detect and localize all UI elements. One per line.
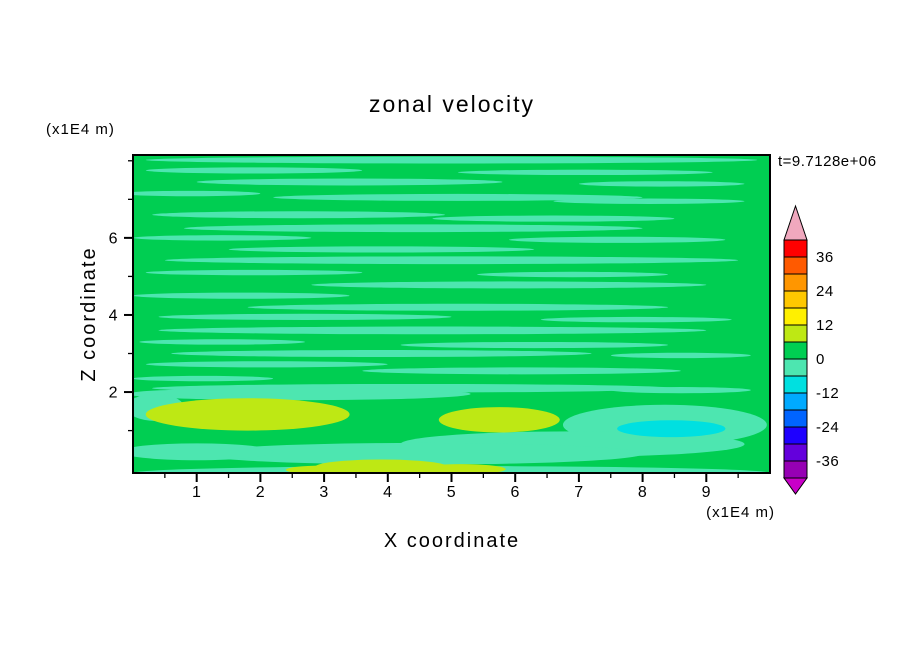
- contour-feature: [133, 190, 261, 197]
- y-axis-ticks: 2 4 6: [109, 160, 133, 432]
- x-axis-tick-label: 2: [256, 484, 265, 501]
- time-annotation: t=9.7128e+06: [778, 153, 877, 170]
- colorbar-segment: [783, 324, 808, 343]
- chart-title: zonal velocity: [369, 91, 535, 117]
- contour-feature: [610, 352, 751, 359]
- contour-feature: [196, 178, 503, 186]
- colorbar-bottom-arrow: [783, 477, 808, 495]
- contour-feature: [362, 367, 681, 375]
- colorbar-segment: [783, 392, 808, 411]
- y-axis-unit-label: (x1E4 m): [46, 121, 115, 138]
- contour-feature: [133, 292, 350, 299]
- contour-feature: [145, 398, 350, 431]
- contour-feature: [416, 464, 506, 473]
- x-axis-tick-label: 6: [510, 484, 519, 501]
- x-axis-tick-label: 1: [192, 484, 201, 501]
- colorbar-segment: [783, 290, 808, 309]
- colorbar-segment: [783, 256, 808, 275]
- x-axis-tick-label: 4: [383, 484, 392, 501]
- contour-feature: [145, 167, 363, 174]
- y-axis-tick-label: 6: [109, 230, 118, 247]
- x-axis-tick-label: 8: [638, 484, 647, 501]
- colorbar-tick-label: -24: [816, 419, 839, 436]
- colorbar-tick-label: -12: [816, 385, 839, 402]
- contour-feature: [311, 281, 707, 289]
- contour-feature: [145, 269, 363, 276]
- colorbar-tick-label: 36: [816, 249, 834, 266]
- contour-feature: [273, 193, 643, 201]
- colorbar-segment: [783, 307, 808, 326]
- contour-field: [133, 155, 770, 473]
- contour-feature: [578, 181, 745, 187]
- contour-feature: [196, 442, 643, 465]
- y-axis-title: Z coordinate: [78, 246, 100, 381]
- contour-feature: [228, 246, 535, 253]
- colorbar-segment: [783, 341, 808, 360]
- contour-feature: [133, 387, 471, 401]
- colorbar-segment: [783, 426, 808, 445]
- y-axis-tick-label: 4: [109, 307, 118, 324]
- contour-feature: [164, 256, 739, 265]
- colorbar-top-arrow: [783, 204, 808, 241]
- contour-feature: [285, 465, 356, 473]
- contour-feature: [476, 271, 669, 278]
- contour-feature: [171, 350, 592, 357]
- contour-feature: [133, 443, 274, 461]
- contour-feature: [617, 420, 726, 438]
- contour-feature: [247, 303, 669, 311]
- colorbar-segment: [783, 409, 808, 428]
- colorbar-segment: [783, 273, 808, 292]
- x-axis-tick-label: 9: [702, 484, 711, 501]
- x-axis-ticks: 1 2 3 4 5 6 7 8 9: [164, 473, 739, 501]
- colorbar: 36 24 12 0 -12 -24 -36: [783, 204, 839, 495]
- contour-feature: [457, 169, 713, 176]
- contour-feature: [508, 236, 726, 243]
- colorbar-tick-label: 0: [816, 351, 825, 368]
- colorbar-tick-label: 12: [816, 317, 834, 334]
- x-axis-tick-label: 5: [447, 484, 456, 501]
- y-axis-tick-label: 2: [109, 385, 118, 402]
- contour-feature: [133, 375, 274, 382]
- contour-feature: [158, 313, 452, 320]
- x-axis-tick-label: 7: [574, 484, 583, 501]
- contour-feature: [400, 341, 669, 349]
- colorbar-segment: [783, 375, 808, 394]
- contour-feature: [540, 316, 732, 323]
- colorbar-segment: [783, 239, 808, 258]
- colorbar-segment: [783, 443, 808, 462]
- colorbar-segment: [783, 460, 808, 479]
- contour-feature: [438, 407, 560, 433]
- contour-feature: [183, 224, 643, 233]
- contour-feature: [553, 198, 745, 204]
- contour-feature: [610, 387, 751, 394]
- x-axis-title: X coordinate: [384, 530, 520, 552]
- x-axis-tick-label: 3: [319, 484, 328, 501]
- x-axis-unit-label: (x1E4 m): [706, 504, 775, 521]
- contour-feature: [133, 235, 312, 241]
- contour-feature: [432, 215, 675, 222]
- contour-feature: [145, 156, 758, 164]
- contour-feature: [158, 326, 707, 335]
- colorbar-tick-label: -36: [816, 453, 839, 470]
- colorbar-tick-label: 24: [816, 283, 834, 300]
- contour-feature: [145, 361, 388, 368]
- contour-feature: [139, 339, 305, 345]
- contour-feature: [152, 211, 446, 219]
- colorbar-segment: [783, 358, 808, 377]
